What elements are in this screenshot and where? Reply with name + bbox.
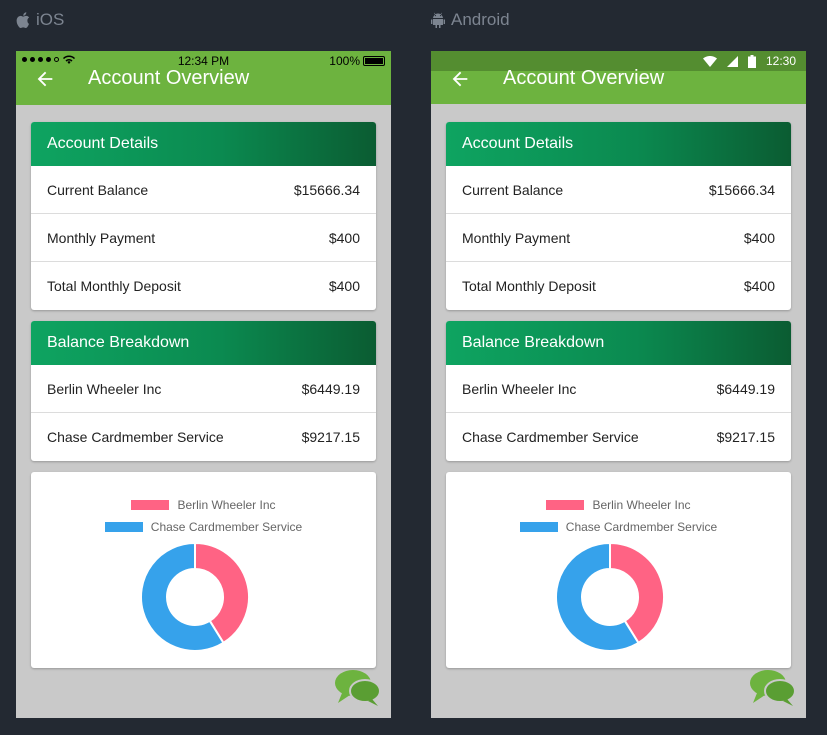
card-header: Account Details	[446, 122, 791, 166]
card-header: Balance Breakdown	[31, 321, 376, 365]
legend-item[interactable]: Berlin Wheeler Inc	[446, 494, 791, 516]
breakdown-row: Chase Cardmember Service $9217.15	[446, 413, 791, 461]
row-label: Chase Cardmember Service	[47, 429, 224, 445]
page-title: Account Overview	[503, 67, 665, 89]
chat-bubbles-icon[interactable]	[749, 669, 797, 707]
cell-signal-icon	[726, 55, 738, 67]
row-value: $9217.15	[716, 429, 775, 445]
account-details-card: Account Details Current Balance $15666.3…	[446, 122, 791, 310]
legend-label: Chase Cardmember Service	[565, 520, 718, 534]
arrow-left-icon[interactable]	[34, 68, 56, 90]
breakdown-row: Berlin Wheeler Inc $6449.19	[446, 365, 791, 413]
donut-slice[interactable]	[609, 542, 665, 645]
detail-row: Total Monthly Deposit $400	[446, 262, 791, 310]
donut-slice[interactable]	[555, 542, 640, 652]
signal-dot	[54, 56, 59, 62]
android-icon	[431, 12, 445, 28]
donut-chart	[140, 542, 250, 652]
wifi-icon	[702, 55, 717, 67]
row-label: Total Monthly Deposit	[47, 278, 181, 294]
legend-item[interactable]: Chase Cardmember Service	[446, 516, 791, 538]
account-details-card: Account Details Current Balance $15666.3…	[31, 122, 376, 310]
donut-slice[interactable]	[194, 542, 250, 645]
detail-row: Monthly Payment $400	[446, 214, 791, 262]
balance-breakdown-card: Balance Breakdown Berlin Wheeler Inc $64…	[31, 321, 376, 461]
breakdown-row: Chase Cardmember Service $9217.15	[31, 413, 376, 461]
row-label: Berlin Wheeler Inc	[462, 380, 577, 397]
chat-bubbles-icon[interactable]	[334, 669, 382, 707]
phone-android: 12:30 Account Overview Account Details C…	[431, 51, 806, 718]
signal-dot	[46, 56, 51, 62]
status-time: 12:34 PM	[177, 54, 230, 68]
row-label: Monthly Payment	[462, 229, 571, 246]
row-value: $6449.19	[716, 380, 775, 397]
battery-icon	[363, 56, 385, 66]
legend-item[interactable]: Chase Cardmember Service	[31, 516, 376, 538]
breakdown-row: Berlin Wheeler Inc $6449.19	[31, 365, 376, 413]
row-label: Monthly Payment	[47, 229, 156, 246]
legend-label: Chase Cardmember Service	[150, 520, 303, 534]
row-value: $9217.15	[301, 429, 360, 445]
detail-row: Monthly Payment $400	[31, 214, 376, 262]
platform-name: iOS	[36, 10, 65, 29]
row-value: $15666.34	[708, 181, 775, 198]
signal-dot	[30, 56, 35, 62]
legend-swatch	[546, 500, 585, 510]
legend-swatch	[131, 500, 170, 510]
legend-label: Berlin Wheeler Inc	[592, 498, 691, 512]
donut-chart	[555, 542, 665, 652]
app-bar: 12:30 Account Overview	[431, 51, 806, 104]
row-label: Berlin Wheeler Inc	[47, 380, 162, 397]
detail-row: Current Balance $15666.34	[446, 166, 791, 214]
legend-item[interactable]: Berlin Wheeler Inc	[31, 494, 376, 516]
detail-row: Total Monthly Deposit $400	[31, 262, 376, 310]
card-header: Account Details	[31, 122, 376, 166]
row-label: Current Balance	[47, 181, 149, 198]
row-value: $400	[743, 229, 775, 246]
legend-label: Berlin Wheeler Inc	[177, 498, 276, 512]
row-value: $400	[743, 278, 775, 294]
row-value: $400	[328, 229, 360, 246]
status-bar: 12:30	[431, 51, 806, 71]
balance-breakdown-card: Balance Breakdown Berlin Wheeler Inc $64…	[446, 321, 791, 461]
battery-percent: 100%	[329, 54, 360, 68]
page-title: Account Overview	[88, 67, 250, 89]
row-value: $15666.34	[293, 181, 360, 198]
chart-card: Berlin Wheeler Inc Chase Cardmember Serv…	[446, 472, 791, 668]
platform-name: Android	[451, 10, 510, 29]
row-value: $400	[328, 278, 360, 294]
legend-swatch	[519, 522, 558, 532]
phone-ios: 12:34 PM 100% Account Overview Account D…	[16, 51, 391, 718]
signal-dots	[22, 54, 76, 64]
row-label: Current Balance	[462, 181, 564, 198]
row-label: Total Monthly Deposit	[462, 278, 596, 294]
chart-legend: Berlin Wheeler Inc Chase Cardmember Serv…	[446, 494, 791, 538]
chart-card: Berlin Wheeler Inc Chase Cardmember Serv…	[31, 472, 376, 668]
apple-icon	[16, 12, 30, 28]
row-label: Chase Cardmember Service	[462, 429, 639, 445]
detail-row: Current Balance $15666.34	[31, 166, 376, 214]
wifi-icon	[63, 55, 75, 64]
card-header: Balance Breakdown	[446, 321, 791, 365]
donut-slice[interactable]	[140, 542, 225, 652]
row-value: $6449.19	[301, 380, 360, 397]
platform-label-ios: iOS	[16, 10, 64, 30]
status-time: 12:30	[765, 54, 796, 68]
legend-swatch	[104, 522, 143, 532]
arrow-left-icon[interactable]	[449, 68, 471, 90]
status-right: 100%	[329, 54, 385, 68]
signal-dot	[38, 56, 43, 62]
signal-dot	[22, 56, 27, 62]
battery-icon	[747, 54, 756, 68]
chart-legend: Berlin Wheeler Inc Chase Cardmember Serv…	[31, 494, 376, 538]
platform-label-android: Android	[431, 10, 510, 30]
status-bar: 12:34 PM 100%	[16, 51, 391, 71]
app-bar: 12:34 PM 100% Account Overview	[16, 51, 391, 105]
